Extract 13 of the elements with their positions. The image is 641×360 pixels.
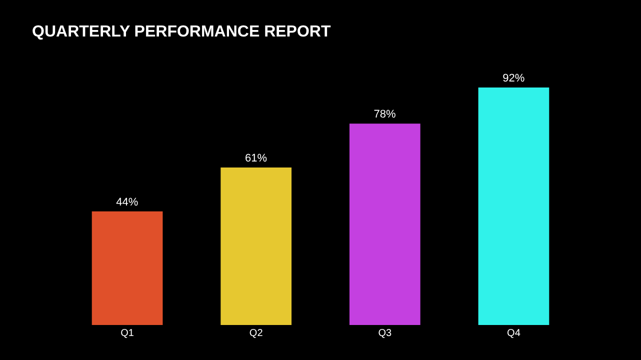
chart-title: QUARTERLY PERFORMANCE REPORT xyxy=(32,23,331,40)
bar xyxy=(349,124,420,325)
data-label: 92% xyxy=(502,72,525,84)
x-tick-label: Q3 xyxy=(378,328,392,339)
x-tick-label: Q2 xyxy=(249,328,264,339)
data-label: 61% xyxy=(244,152,268,165)
bar xyxy=(478,88,550,325)
bar xyxy=(220,168,292,325)
data-label: 44% xyxy=(116,196,138,208)
bar xyxy=(92,211,163,325)
data-label: 78% xyxy=(374,108,396,121)
x-tick-label: Q4 xyxy=(507,328,521,339)
x-tick-label: Q1 xyxy=(120,328,134,339)
